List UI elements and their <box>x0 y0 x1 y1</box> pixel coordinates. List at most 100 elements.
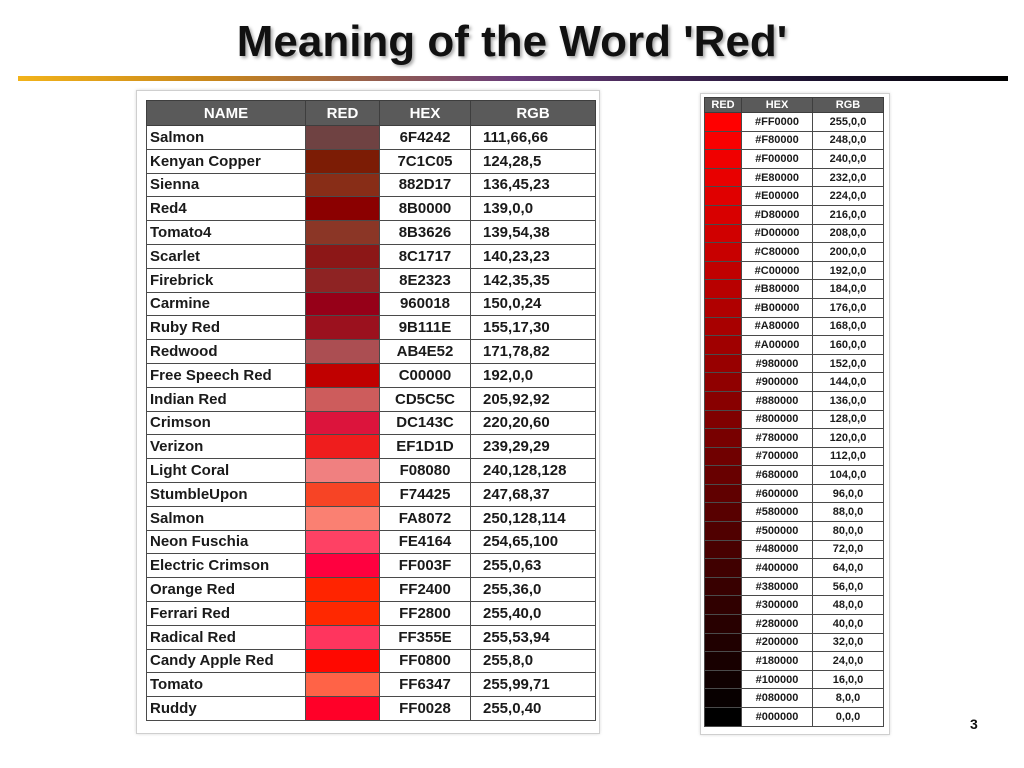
cell-hex: FF0800 <box>379 648 471 674</box>
cell-hex: #D80000 <box>741 204 813 225</box>
cell-rgb: 155,17,30 <box>470 315 596 341</box>
cell-rgb: 112,0,0 <box>812 446 884 467</box>
cell-rgb: 142,35,35 <box>470 267 596 293</box>
column-header-rgb: RGB <box>470 100 596 126</box>
table-row: Tomato4 8B3626 139,54,38 <box>146 220 596 245</box>
color-swatch <box>704 167 742 188</box>
table-row: #A80000 168,0,0 <box>704 316 884 337</box>
cell-hex: #C80000 <box>741 242 813 262</box>
table-row: #100000 16,0,0 <box>704 669 884 690</box>
color-swatch <box>305 172 380 198</box>
table-row: #200000 32,0,0 <box>704 632 884 653</box>
cell-name: Verizon <box>146 434 306 460</box>
color-swatch <box>704 149 742 169</box>
cell-hex: F74425 <box>379 481 471 507</box>
cell-rgb: 240,128,128 <box>470 458 596 483</box>
cell-rgb: 208,0,0 <box>812 223 884 244</box>
cell-hex: #380000 <box>741 576 813 597</box>
cell-hex: #980000 <box>741 353 813 374</box>
cell-rgb: 255,36,0 <box>470 577 596 602</box>
cell-hex: FF2800 <box>379 600 471 626</box>
cell-rgb: 200,0,0 <box>812 242 884 262</box>
cell-rgb: 124,28,5 <box>470 148 596 174</box>
table-row: Ruby Red 9B111E 155,17,30 <box>146 315 596 341</box>
cell-hex: #E80000 <box>741 167 813 188</box>
color-swatch <box>305 600 380 626</box>
table-row: #A00000 160,0,0 <box>704 335 884 355</box>
table-row: Candy Apple Red FF0800 255,8,0 <box>146 648 596 674</box>
cell-hex: #680000 <box>741 465 813 485</box>
cell-name: Free Speech Red <box>146 362 306 388</box>
cell-hex: EF1D1D <box>379 434 471 460</box>
cell-rgb: 144,0,0 <box>812 372 884 392</box>
cell-rgb: 255,53,94 <box>470 624 596 650</box>
cell-hex: DC143C <box>379 410 471 436</box>
table-row: #080000 8,0,0 <box>704 688 884 708</box>
table-row: #180000 24,0,0 <box>704 651 884 671</box>
table-row: #380000 56,0,0 <box>704 576 884 597</box>
cell-hex: FE4164 <box>379 529 471 555</box>
cell-rgb: 136,0,0 <box>812 390 884 411</box>
cell-rgb: 56,0,0 <box>812 576 884 597</box>
cell-rgb: 255,40,0 <box>470 600 596 626</box>
cell-rgb: 255,8,0 <box>470 648 596 674</box>
table-row: #580000 88,0,0 <box>704 502 884 523</box>
color-swatch <box>704 558 742 578</box>
cell-name: Salmon <box>146 125 306 150</box>
table-row: #E00000 224,0,0 <box>704 186 884 206</box>
cell-rgb: 32,0,0 <box>812 632 884 653</box>
table-row: #700000 112,0,0 <box>704 446 884 467</box>
color-swatch <box>305 386 380 412</box>
cell-rgb: 136,45,23 <box>470 172 596 198</box>
cell-name: Tomato4 <box>146 220 306 245</box>
cell-hex: 882D17 <box>379 172 471 198</box>
cell-name: Salmon <box>146 505 306 531</box>
cell-rgb: 48,0,0 <box>812 595 884 616</box>
color-swatch <box>704 539 742 560</box>
table-row: #880000 136,0,0 <box>704 390 884 411</box>
color-swatch <box>305 481 380 507</box>
cell-rgb: 72,0,0 <box>812 539 884 560</box>
color-swatch <box>704 353 742 374</box>
color-swatch <box>704 707 742 727</box>
color-swatch <box>305 696 380 721</box>
color-swatch <box>704 242 742 262</box>
cell-hex: #900000 <box>741 372 813 392</box>
table-row: #800000 128,0,0 <box>704 409 884 430</box>
cell-rgb: 104,0,0 <box>812 465 884 485</box>
color-swatch <box>305 243 380 269</box>
color-swatch <box>305 362 380 388</box>
table-row: Light Coral F08080 240,128,128 <box>146 458 596 483</box>
cell-name: Kenyan Copper <box>146 148 306 174</box>
cell-hex: #280000 <box>741 614 813 634</box>
cell-hex: #B80000 <box>741 279 813 299</box>
color-swatch <box>704 465 742 485</box>
table-row: #E80000 232,0,0 <box>704 167 884 188</box>
cell-rgb: 192,0,0 <box>812 260 884 281</box>
cell-rgb: 224,0,0 <box>812 186 884 206</box>
cell-rgb: 24,0,0 <box>812 651 884 671</box>
cell-hex: 8E2323 <box>379 267 471 293</box>
table-row: #480000 72,0,0 <box>704 539 884 560</box>
cell-rgb: 8,0,0 <box>812 688 884 708</box>
cell-rgb: 255,99,71 <box>470 672 596 698</box>
cell-rgb: 150,0,24 <box>470 291 596 317</box>
cell-hex: 8C1717 <box>379 243 471 269</box>
color-swatch <box>704 651 742 671</box>
cell-hex: #100000 <box>741 669 813 690</box>
cell-hex: #200000 <box>741 632 813 653</box>
cell-hex: #F80000 <box>741 130 813 151</box>
column-header-hex: HEX <box>741 97 813 113</box>
table-row: Salmon FA8072 250,128,114 <box>146 505 596 531</box>
color-swatch <box>305 648 380 674</box>
cell-rgb: 216,0,0 <box>812 204 884 225</box>
table-row: Scarlet 8C1717 140,23,23 <box>146 243 596 269</box>
cell-name: Electric Crimson <box>146 553 306 579</box>
color-swatch <box>704 130 742 151</box>
table-row: #900000 144,0,0 <box>704 372 884 392</box>
color-swatch <box>704 688 742 708</box>
color-swatch <box>704 335 742 355</box>
cell-rgb: 248,0,0 <box>812 130 884 151</box>
table-row: Ferrari Red FF2800 255,40,0 <box>146 600 596 626</box>
color-swatch <box>305 553 380 579</box>
